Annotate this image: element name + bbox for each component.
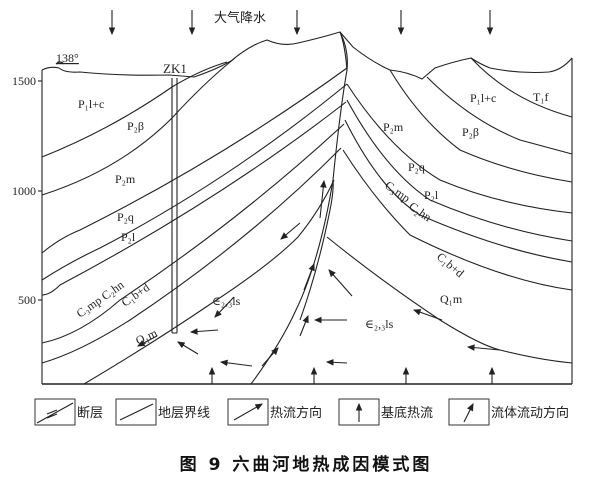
- fault-branch: [339, 31, 348, 71]
- heat-flow-arrow: [137, 335, 158, 347]
- heat-flow-arrow: [214, 296, 235, 318]
- stratum-label: P₂q: [117, 210, 134, 224]
- stratum-label: P₁l+c: [470, 91, 496, 105]
- heat-flow-arrow: [328, 269, 353, 297]
- stratum-boundary: [326, 236, 573, 364]
- legend-item: 地层界线: [115, 398, 210, 426]
- y-tick-label: 500: [18, 293, 36, 307]
- stratum-boundary: [389, 69, 573, 183]
- stratum-boundary: [41, 61, 228, 158]
- stratum-boundary: [41, 147, 342, 364]
- top-label: 大气降水: [214, 10, 266, 26]
- stratum-label: P₂l: [121, 230, 136, 244]
- legend-item: 热流方向: [227, 398, 322, 426]
- heat-flow-arrow: [189, 328, 219, 335]
- stratum-boundary: [470, 57, 573, 118]
- heat-flow-arrow: [219, 359, 253, 367]
- stratum-label: C₂hn: [406, 199, 434, 224]
- stratum-boundary: [41, 83, 348, 281]
- stratum-boundary: [344, 119, 573, 263]
- heat-flow-arrow: [412, 309, 443, 321]
- heat-flow-arrow: [325, 359, 348, 366]
- stratum-boundary: [41, 123, 345, 344]
- fault-icon: [36, 402, 74, 424]
- fluid-flow-arrow: [299, 314, 309, 337]
- fault-branch: [299, 179, 334, 321]
- y-tick-label: 1000: [12, 184, 36, 198]
- legend: 断层 地层界线 热流方向 基底热流 流体流动方向: [34, 398, 569, 426]
- heat-flow-direction-icon: [233, 403, 263, 421]
- heat-flow-arrow: [280, 222, 301, 240]
- ground-surface: [41, 31, 573, 80]
- legend-label: 断层: [77, 406, 103, 421]
- fluid-flow-arrow: [261, 347, 279, 367]
- figure-caption: 图 9 六曲河地热成因模式图: [180, 454, 433, 475]
- fluid-flow-arrow: [319, 179, 327, 219]
- stratum-boundary: [342, 149, 573, 291]
- legend-item: 流体流动方向: [448, 398, 569, 426]
- stratum-label: P₁l+c: [78, 97, 104, 111]
- stratum-boundary-icon: [119, 403, 154, 421]
- stratum-label: T₁f: [533, 90, 549, 104]
- borehole-label: ZK1: [163, 61, 187, 76]
- stratum-label: ∈₂,₃ls: [365, 317, 394, 331]
- stratum-boundary: [346, 99, 573, 242]
- stratum-label: P₂l: [424, 188, 439, 202]
- stratum-label: P₂m: [383, 120, 404, 134]
- elevation-mark: 138°: [56, 51, 79, 65]
- stratum-label: P₂β: [462, 125, 479, 139]
- stratum-boundary: [346, 83, 573, 214]
- stratum-label: P₂q: [408, 160, 425, 174]
- legend-label: 地层界线: [158, 406, 210, 421]
- stratum-boundary: [41, 57, 236, 196]
- stratum-boundary: [83, 179, 335, 385]
- fluid-flow-arrow: [303, 262, 315, 291]
- legend-label: 流体流动方向: [491, 405, 569, 421]
- legend-label: 基底热流: [381, 405, 433, 421]
- stratum-boundary: [41, 101, 347, 296]
- stratum-boundary: [41, 67, 348, 254]
- fluid-flow-direction-icon: [463, 403, 474, 423]
- legend-label: 热流方向: [270, 405, 322, 421]
- stratum-label: Q₁m: [440, 292, 463, 306]
- elevation-mark-symbol: [55, 61, 65, 65]
- heat-flow-arrow: [177, 341, 199, 355]
- stratum-boundary: [426, 76, 573, 155]
- fault-main: [250, 31, 348, 385]
- y-tick-label: 1500: [12, 74, 36, 88]
- legend-item: 基底热流: [338, 398, 433, 426]
- heat-flow-arrow: [466, 344, 501, 351]
- legend-item: 断层: [34, 398, 103, 426]
- stratum-label: P₂β: [127, 119, 144, 133]
- stratum-label: C₁b+d: [119, 280, 152, 309]
- stratum-label: P₂m: [115, 172, 136, 186]
